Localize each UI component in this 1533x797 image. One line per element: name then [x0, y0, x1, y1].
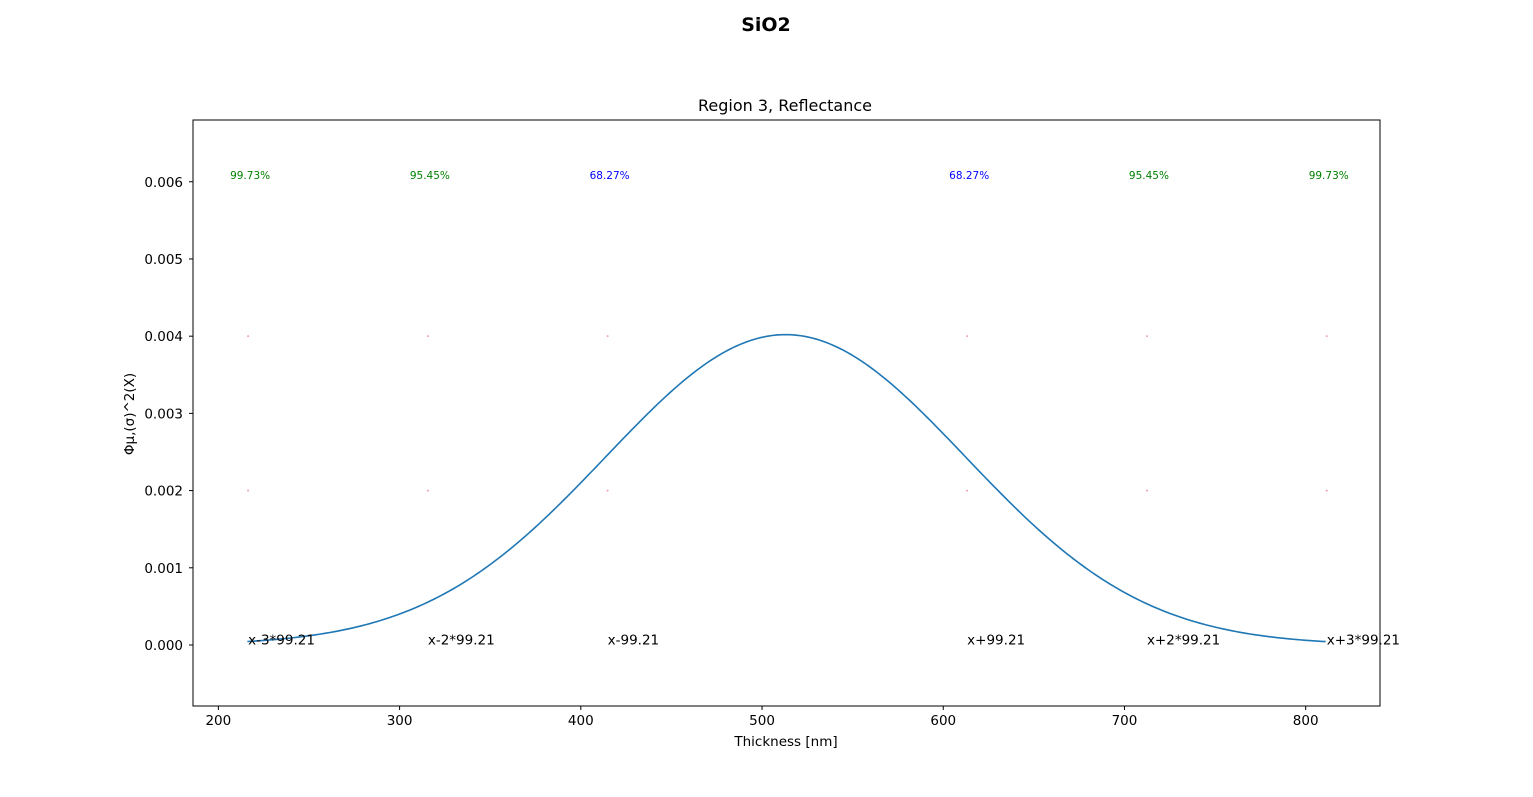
sigma-x-label: x+2*99.21: [1147, 633, 1220, 649]
y-tick-label: 0.006: [144, 175, 183, 191]
figure-suptitle: SiO2: [741, 14, 791, 36]
y-tick-label: 0.003: [144, 406, 183, 422]
sigma-marker-dot: [1325, 489, 1328, 492]
sigma-x-label: x-99.21: [608, 633, 660, 649]
x-axis-label: Thickness [nm]: [733, 734, 837, 750]
sigma-percent-label: 99.73%: [1309, 170, 1349, 182]
x-tick-label: 400: [568, 713, 594, 729]
plot-area: 99.73% x-3*99.21 95.45% x-2*99.21 68.27% x-99…: [144, 119, 1400, 729]
plot-frame: [192, 119, 1381, 707]
sigma-percent-label: 95.45%: [410, 170, 450, 182]
x-tick-label: 700: [1112, 713, 1138, 729]
sigma-marker-dot: [426, 335, 429, 338]
sigma-percent-label: 68.27%: [590, 170, 630, 182]
y-tick-label: 0.001: [144, 561, 183, 577]
x-tick-label: 800: [1293, 713, 1319, 729]
sigma-marker-dot: [966, 489, 969, 492]
x-tick-label: 200: [205, 713, 231, 729]
series-line: [247, 333, 1326, 643]
sigma-marker-dot: [426, 489, 429, 492]
sigma-percent-label: 95.45%: [1129, 170, 1169, 182]
x-tick-label: 600: [930, 713, 956, 729]
y-tick-label: 0.004: [144, 329, 183, 345]
sigma-percent-label: 68.27%: [949, 170, 989, 182]
sigma-marker-dot: [1145, 335, 1148, 338]
x-tick-label: 500: [749, 713, 775, 729]
sigma-marker-dot: [1145, 489, 1148, 492]
sigma-marker-dot: [966, 335, 969, 338]
sigma-marker-dot: [606, 335, 609, 338]
sigma-x-label: x-3*99.21: [248, 633, 315, 649]
y-tick-label: 0.002: [144, 484, 183, 500]
chart-title: Region 3, Reflectance: [698, 96, 872, 115]
sigma-marker-dot: [606, 489, 609, 492]
sigma-marker-dot: [247, 335, 250, 338]
y-tick-label: 0.005: [144, 252, 183, 268]
sigma-percent-label: 99.73%: [230, 170, 270, 182]
sigma-x-label: x-2*99.21: [428, 633, 495, 649]
sigma-marker-dot: [247, 489, 250, 492]
sigma-x-label: x+3*99.21: [1327, 633, 1400, 649]
x-tick-label: 300: [387, 713, 413, 729]
y-tick-label: 0.000: [144, 638, 183, 654]
sigma-x-label: x+99.21: [967, 633, 1025, 649]
y-axis-label: Φμ,(σ)^2(X): [122, 373, 138, 455]
sigma-marker-dot: [1325, 335, 1328, 338]
